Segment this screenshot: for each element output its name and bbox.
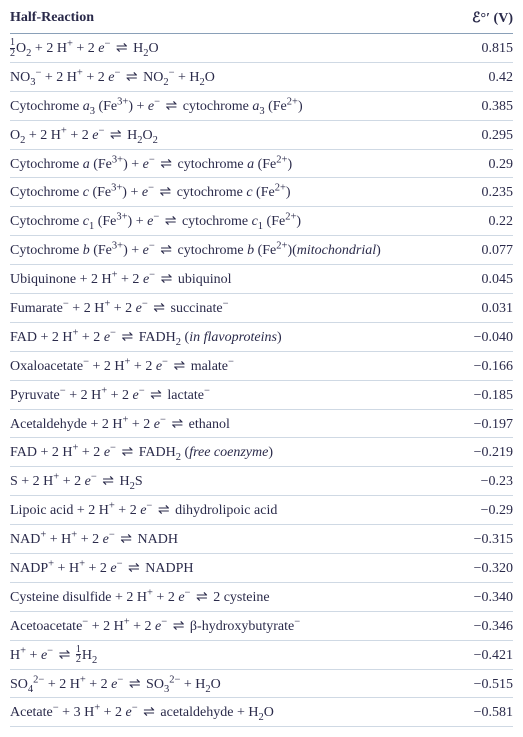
reaction-cell: Acetaldehyde + 2 H+ + 2 e− ⇌ ethanol	[10, 413, 433, 435]
table-row: H+ + e− ⇌ 12H2−0.421	[10, 641, 513, 670]
table-row: S + 2 H+ + 2 e− ⇌ H2S−0.23	[10, 467, 513, 496]
reaction-cell: H+ + e− ⇌ 12H2	[10, 644, 433, 666]
table-row: NAD+ + H+ + 2 e− ⇌ NADH−0.315	[10, 525, 513, 554]
potential-cell: 0.815	[433, 40, 513, 59]
potential-cell: −0.166	[433, 358, 513, 377]
table-row: FAD + 2 H+ + 2 e− ⇌ FADH2 (free coenzyme…	[10, 438, 513, 467]
potential-cell: 0.077	[433, 242, 513, 261]
reaction-cell: FAD + 2 H+ + 2 e− ⇌ FADH2 (free coenzyme…	[10, 441, 433, 463]
table-row: Cytochrome c (Fe3+) + e− ⇌ cytochrome c …	[10, 178, 513, 207]
reaction-cell: FAD + 2 H+ + 2 e− ⇌ FADH2 (in flavoprote…	[10, 326, 433, 348]
potential-cell: −0.219	[433, 444, 513, 463]
table-header: Half-Reaction ℰ°′ (V)	[10, 6, 513, 34]
reaction-cell: Cytochrome c (Fe3+) + e− ⇌ cytochrome c …	[10, 181, 433, 203]
potential-cell: 0.29	[433, 156, 513, 175]
table-row: Fumarate− + 2 H+ + 2 e− ⇌ succinate−0.03…	[10, 294, 513, 323]
reaction-cell: Ubiquinone + 2 H+ + 2 e− ⇌ ubiquinol	[10, 268, 433, 290]
table-row: Cytochrome b (Fe3+) + e− ⇌ cytochrome b …	[10, 236, 513, 265]
potential-cell: −0.23	[433, 473, 513, 492]
reaction-cell: Cytochrome b (Fe3+) + e− ⇌ cytochrome b …	[10, 239, 433, 261]
reaction-cell: Pyruvate− + 2 H+ + 2 e− ⇌ lactate−	[10, 384, 433, 406]
potential-cell: −0.040	[433, 329, 513, 348]
potential-cell: −0.315	[433, 531, 513, 550]
potential-cell: −0.320	[433, 560, 513, 579]
reaction-cell: Cytochrome a3 (Fe3+) + e− ⇌ cytochrome a…	[10, 95, 433, 117]
table-row: NADP+ + H+ + 2 e− ⇌ NADPH−0.320	[10, 554, 513, 583]
potential-cell: 0.295	[433, 127, 513, 146]
potential-cell: −0.197	[433, 416, 513, 435]
table-row: Cytochrome c1 (Fe3+) + e− ⇌ cytochrome c…	[10, 207, 513, 236]
table-row: 12O2 + 2 H+ + 2 e− ⇌ H2O0.815	[10, 34, 513, 63]
potential-cell: −0.515	[433, 676, 513, 695]
potential-cell: −0.346	[433, 618, 513, 637]
reaction-cell: 12O2 + 2 H+ + 2 e− ⇌ H2O	[10, 37, 433, 59]
table-row: Pyruvate− + 2 H+ + 2 e− ⇌ lactate−−0.185	[10, 381, 513, 410]
reaction-cell: Acetoacetate− + 2 H+ + 2 e− ⇌ β-hydroxyb…	[10, 615, 433, 637]
potential-cell: −0.29	[433, 502, 513, 521]
reaction-cell: Cysteine disulfide + 2 H+ + 2 e− ⇌ 2 cys…	[10, 586, 433, 608]
reaction-cell: Oxaloacetate− + 2 H+ + 2 e− ⇌ malate−	[10, 355, 433, 377]
table-row: Acetate− + 3 H+ + 2 e− ⇌ acetaldehyde + …	[10, 698, 513, 727]
table-row: Acetaldehyde + 2 H+ + 2 e− ⇌ ethanol−0.1…	[10, 410, 513, 439]
potential-cell: −0.340	[433, 589, 513, 608]
header-potential: ℰ°′ (V)	[433, 10, 513, 27]
potential-cell: −0.421	[433, 647, 513, 666]
reaction-cell: Fumarate− + 2 H+ + 2 e− ⇌ succinate−	[10, 297, 433, 319]
table-row: Acetoacetate− + 2 H+ + 2 e− ⇌ β-hydroxyb…	[10, 612, 513, 641]
potential-cell: 0.385	[433, 98, 513, 117]
potential-cell: 0.045	[433, 271, 513, 290]
table-body: 12O2 + 2 H+ + 2 e− ⇌ H2O0.815NO3− + 2 H+…	[10, 34, 513, 727]
reaction-cell: NADP+ + H+ + 2 e− ⇌ NADPH	[10, 557, 433, 579]
reaction-cell: O2 + 2 H+ + 2 e− ⇌ H2O2	[10, 124, 433, 146]
potential-cell: −0.185	[433, 387, 513, 406]
reaction-cell: SO42− + 2 H+ + 2 e− ⇌ SO32− + H2O	[10, 673, 433, 695]
table-row: FAD + 2 H+ + 2 e− ⇌ FADH2 (in flavoprote…	[10, 323, 513, 352]
table-row: Cytochrome a3 (Fe3+) + e− ⇌ cytochrome a…	[10, 92, 513, 121]
reaction-cell: NAD+ + H+ + 2 e− ⇌ NADH	[10, 528, 433, 550]
potential-cell: 0.42	[433, 69, 513, 88]
reaction-cell: Acetate− + 3 H+ + 2 e− ⇌ acetaldehyde + …	[10, 701, 433, 723]
reaction-cell: S + 2 H+ + 2 e− ⇌ H2S	[10, 470, 433, 492]
table-row: Cysteine disulfide + 2 H+ + 2 e− ⇌ 2 cys…	[10, 583, 513, 612]
header-half-reaction: Half-Reaction	[10, 10, 433, 27]
table-row: O2 + 2 H+ + 2 e− ⇌ H2O20.295	[10, 121, 513, 150]
table-row: SO42− + 2 H+ + 2 e− ⇌ SO32− + H2O−0.515	[10, 670, 513, 699]
potential-cell: 0.031	[433, 300, 513, 319]
table-row: NO3− + 2 H+ + 2 e− ⇌ NO2− + H2O0.42	[10, 63, 513, 92]
reduction-potential-table: Half-Reaction ℰ°′ (V) 12O2 + 2 H+ + 2 e−…	[0, 0, 523, 737]
potential-cell: 0.22	[433, 213, 513, 232]
reaction-cell: Cytochrome c1 (Fe3+) + e− ⇌ cytochrome c…	[10, 210, 433, 232]
reaction-cell: NO3− + 2 H+ + 2 e− ⇌ NO2− + H2O	[10, 66, 433, 88]
table-row: Oxaloacetate− + 2 H+ + 2 e− ⇌ malate−−0.…	[10, 352, 513, 381]
reaction-cell: Cytochrome a (Fe3+) + e− ⇌ cytochrome a …	[10, 153, 433, 175]
table-row: Lipoic acid + 2 H+ + 2 e− ⇌ dihydrolipoi…	[10, 496, 513, 525]
reaction-cell: Lipoic acid + 2 H+ + 2 e− ⇌ dihydrolipoi…	[10, 499, 433, 521]
potential-cell: −0.581	[433, 704, 513, 723]
table-row: Cytochrome a (Fe3+) + e− ⇌ cytochrome a …	[10, 150, 513, 179]
table-row: Ubiquinone + 2 H+ + 2 e− ⇌ ubiquinol0.04…	[10, 265, 513, 294]
potential-cell: 0.235	[433, 184, 513, 203]
